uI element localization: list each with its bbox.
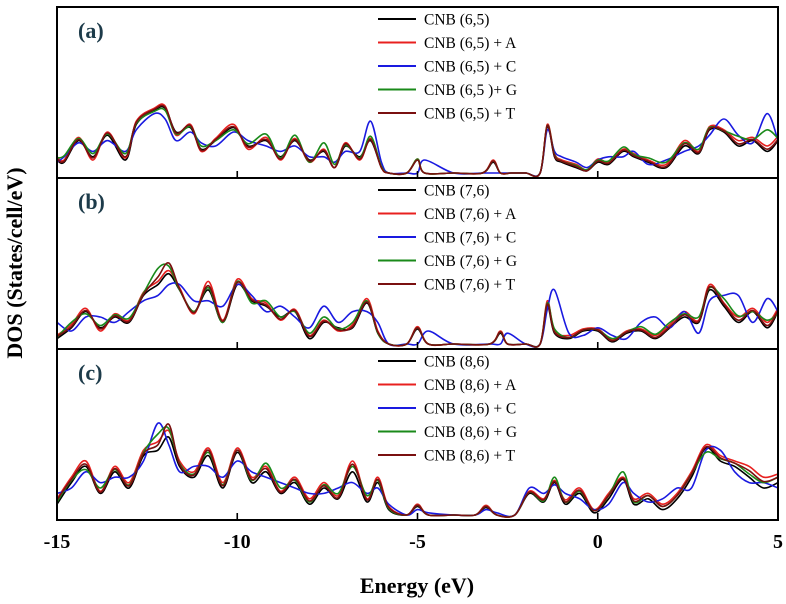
x-tick-label: 5 (773, 531, 783, 553)
plot-frame (56, 6, 779, 521)
legend-entry: CNB (8,6) + T (424, 448, 516, 465)
legend-entry: CNB (7,6) (424, 183, 489, 200)
x-tick-label: -10 (224, 531, 251, 553)
panel-label: (b) (78, 189, 105, 214)
legend-entry: CNB (6,5 )+ G (424, 82, 517, 99)
legend-entry: CNB (6,5) (424, 12, 489, 29)
legend-entry: CNB (8,6) (424, 354, 489, 371)
x-tick-label: -15 (44, 531, 71, 553)
legend-entry: CNB (8,6) + G (424, 424, 517, 441)
series-line-2-5 (57, 262, 778, 348)
x-tick-label: 0 (593, 531, 603, 553)
series-line-3-5 (57, 423, 778, 518)
legend-entry: CNB (6,5) + T (424, 106, 516, 123)
series-line-1-4 (57, 107, 778, 178)
y-axis-title: DOS (States/cell/eV) (2, 167, 27, 358)
legend-entry: CNB (7,6) + T (424, 277, 516, 294)
panel-3-legend: CNB (8,6) CNB (8,6) + A CNB (8,6) + C CNB (… (378, 354, 517, 465)
series-line-2-3 (57, 282, 778, 348)
legend-entry: CNB (7,6) + G (424, 253, 517, 270)
panel-2-legend: CNB (7,6) CNB (7,6) + A CNB (7,6) + C CNB (… (378, 183, 517, 294)
panel-label: (c) (78, 360, 102, 385)
x-axis: -15 -10 -5 0 5 (44, 531, 783, 553)
x-tick-label: -5 (409, 531, 426, 553)
legend-entry: CNB (7,6) + A (424, 206, 517, 223)
series-line-1-5 (57, 104, 778, 178)
panel-3-series (57, 422, 778, 518)
legend-entry: CNB (8,6) + C (424, 401, 516, 418)
legend-entry: CNB (7,6) + C (424, 230, 516, 247)
legend-entry: CNB (8,6) + A (424, 377, 517, 394)
panel-1-legend: CNB (6,5) CNB (6,5) + A CNB (6,5) + C CNB (… (378, 12, 517, 123)
panel-label: (a) (78, 18, 104, 43)
legend-entry: CNB (6,5) + C (424, 59, 516, 76)
x-axis-title: Energy (eV) (360, 573, 474, 598)
panel-2-series (57, 262, 778, 348)
legend-entry: CNB (6,5) + A (424, 35, 517, 52)
